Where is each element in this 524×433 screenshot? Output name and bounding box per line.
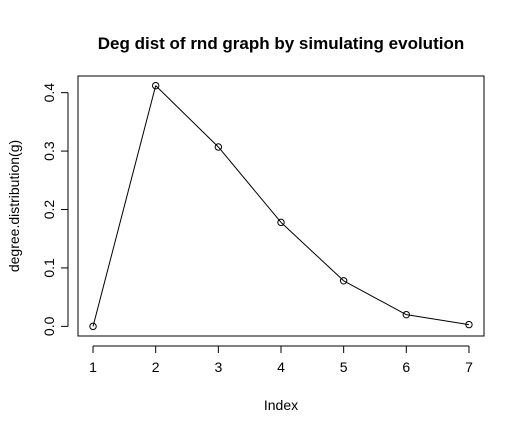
data-point <box>214 143 223 151</box>
x-tick-label: 3 <box>214 359 222 375</box>
y-tick-label: 0.2 <box>41 200 57 220</box>
y-tick-label: 0.4 <box>41 83 57 103</box>
chart-title: Deg dist of rnd graph by simulating evol… <box>98 34 464 53</box>
data-point <box>402 310 411 319</box>
data-point <box>277 218 285 227</box>
y-axis-label: degree.distribution(g) <box>6 140 22 272</box>
y-axis: 0.0 0.1 0.2 0.3 0.4 <box>41 83 69 336</box>
x-tick-label: 2 <box>152 359 160 375</box>
series-line-segment <box>406 314 470 326</box>
series-line-segment <box>155 85 219 148</box>
x-axis: 1 2 3 4 5 6 7 <box>89 345 473 375</box>
series-line-segment <box>280 221 344 282</box>
data-series <box>89 81 473 331</box>
series-line-segment <box>92 85 157 327</box>
x-tick-label: 1 <box>89 359 97 375</box>
y-tick-label: 0.0 <box>41 316 57 336</box>
plot-frame <box>77 75 485 337</box>
y-tick-label: 0.1 <box>41 258 57 278</box>
data-point <box>151 81 160 90</box>
x-tick-label: 6 <box>402 359 410 375</box>
data-point <box>89 322 97 331</box>
data-point <box>465 320 473 329</box>
series-line-segment <box>343 280 407 316</box>
x-tick-label: 7 <box>465 359 473 375</box>
data-point <box>339 277 348 285</box>
series-line-segment <box>217 146 282 223</box>
y-tick-label: 0.3 <box>41 141 57 161</box>
x-tick-label: 5 <box>340 359 348 375</box>
x-tick-label: 4 <box>277 359 285 375</box>
x-axis-label: Index <box>264 397 298 413</box>
